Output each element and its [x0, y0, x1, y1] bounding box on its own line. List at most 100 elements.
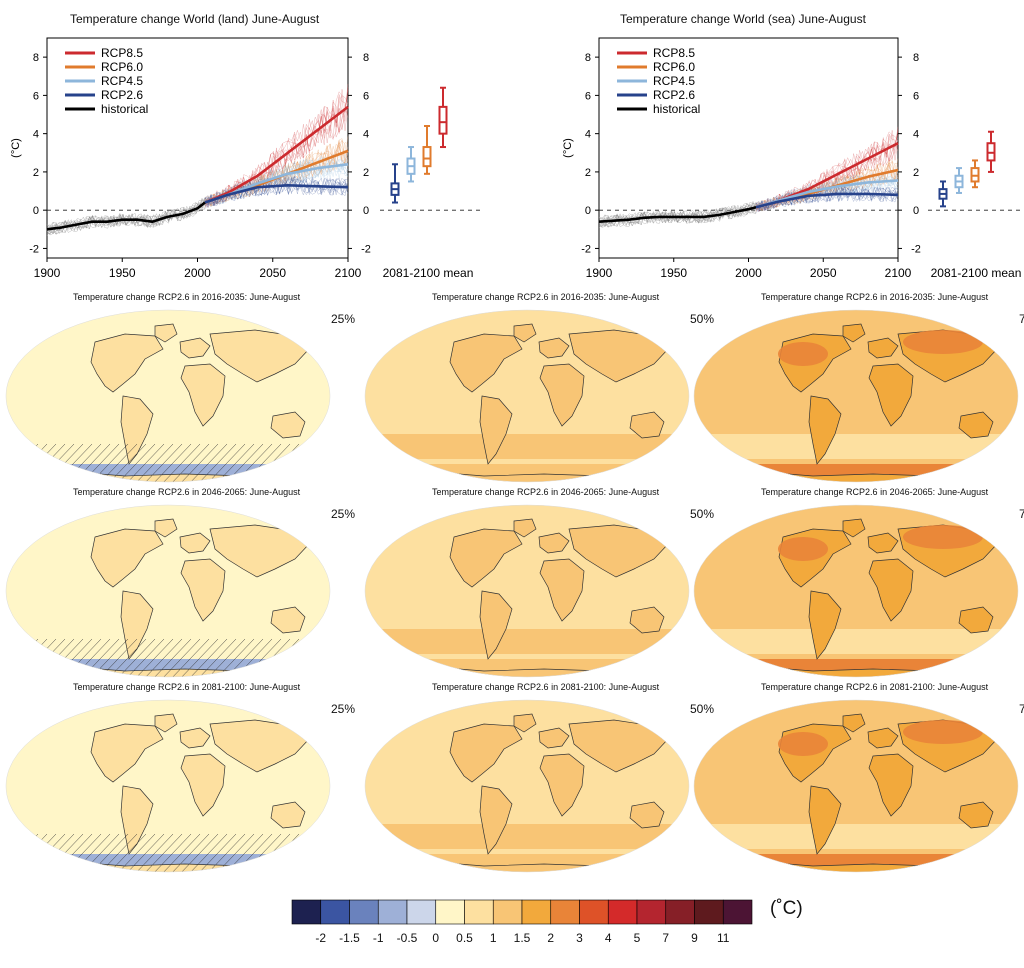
hatching: [132, 833, 174, 872]
map-body: [6, 310, 330, 482]
continent-outline: [868, 558, 914, 622]
map-body: [365, 700, 689, 872]
hatching: [6, 443, 21, 482]
model-run-line: [204, 156, 349, 206]
southern-band: [365, 434, 689, 459]
hatching: [168, 638, 210, 677]
colorbar-swatch: [492, 899, 523, 925]
hotspot: [778, 732, 828, 756]
map-percentile-label: 50%: [690, 312, 715, 326]
hatching: [186, 833, 228, 872]
model-run-line: [204, 142, 349, 205]
southern-band: [6, 434, 330, 459]
hatching: [159, 638, 201, 677]
colorbar-swatch: [579, 899, 609, 925]
map-title: Temperature change RCP2.6 in 2081-2100: …: [432, 682, 660, 692]
southern-band: [694, 824, 1018, 849]
y-tick-label-right: 8: [913, 52, 919, 64]
y-tick-label: -2: [29, 243, 39, 255]
model-run-line: [204, 176, 349, 207]
box-rcp85: [438, 105, 448, 135]
colorbar-swatch: [521, 899, 552, 925]
hatching: [6, 833, 30, 872]
hotspot: [903, 720, 983, 744]
y-tick-label: 6: [33, 90, 39, 102]
colorbar-swatch: [607, 899, 638, 925]
hatching: [15, 833, 57, 872]
model-run-line: [204, 158, 349, 206]
model-run-line: [204, 107, 349, 208]
y-tick-label: 0: [585, 205, 591, 217]
hatching: [123, 638, 165, 677]
colorbar-swatch: [694, 899, 724, 925]
colorbar-tick-label: 0: [432, 931, 440, 945]
continent-outline: [539, 558, 585, 622]
hatching: [186, 443, 228, 482]
x-tick-label: 2100: [885, 266, 912, 280]
map-body: [694, 310, 1018, 482]
continent-outline: [179, 337, 211, 359]
hatching: [168, 443, 210, 482]
continent-outline: [270, 411, 306, 439]
legend-label: RCP6.0: [101, 60, 143, 74]
continent-outline: [629, 411, 665, 439]
hatching: [177, 638, 219, 677]
southern-band: [6, 629, 330, 654]
colorbar-tick-label: 3: [576, 931, 583, 945]
hatching: [312, 638, 330, 677]
hatching: [177, 833, 219, 872]
map-percentile-label: 50%: [690, 507, 715, 521]
map-percentile-label: 75%: [1019, 507, 1024, 521]
continent-outline: [539, 753, 585, 817]
hatching: [177, 443, 219, 482]
model-run-line: [755, 171, 899, 211]
model-run-line: [204, 154, 349, 208]
model-run-line: [204, 94, 349, 206]
colorbar-tick-label: -0.5: [396, 931, 418, 945]
continent-outline: [479, 785, 513, 855]
y-tick-label: 4: [585, 129, 591, 141]
continent-outline: [120, 785, 154, 855]
map-percentile-label: 25%: [331, 507, 356, 521]
model-run-line: [755, 130, 899, 213]
hatching: [123, 443, 165, 482]
colorbar-swatch: [636, 899, 667, 925]
world-map: [5, 504, 335, 681]
map-outline: [693, 699, 1019, 873]
continent-outline: [867, 337, 899, 359]
map-outline: [693, 309, 1019, 483]
continent-outline: [180, 558, 226, 622]
continent-outline: [513, 518, 537, 538]
hatching: [132, 638, 174, 677]
model-run-line: [46, 197, 206, 235]
hotspot: [903, 330, 983, 354]
hatching: [331, 639, 335, 681]
model-run-line: [755, 171, 899, 211]
hatching: [6, 833, 48, 872]
land-timeseries-chart: -2 -2 0 0 2 2 4 4 6 6 8 8 1900 1950 2000 2050 2100 (°C) RC…: [10, 37, 480, 280]
model-run-line: [755, 143, 899, 212]
hatching: [150, 638, 192, 677]
colorbar-tick-label: 7: [662, 931, 670, 945]
hatching: [6, 443, 30, 482]
hatching: [15, 638, 57, 677]
x-tick-label: 2050: [810, 266, 837, 280]
continent-outline: [808, 395, 842, 465]
model-run-line: [204, 83, 349, 208]
continent-outline: [154, 323, 178, 343]
continent-outline: [120, 395, 154, 465]
x-tick-label: 1950: [109, 266, 136, 280]
legend-label: RCP8.5: [653, 46, 695, 60]
legend-label: historical: [101, 102, 148, 116]
hatching: [123, 833, 165, 872]
world-map: [693, 699, 1019, 873]
continent-outline: [270, 801, 306, 829]
series-line-rcp85: [204, 105, 349, 204]
y-tick-label: 2: [585, 167, 591, 179]
x-tick-label: 2050: [259, 266, 286, 280]
colorbar-tick-label: -2: [315, 931, 327, 945]
box-rcp60: [422, 146, 432, 168]
y-tick-label-right: 6: [913, 90, 919, 102]
model-run-line: [755, 172, 899, 212]
colorbar-tick-label: 1: [489, 931, 497, 945]
